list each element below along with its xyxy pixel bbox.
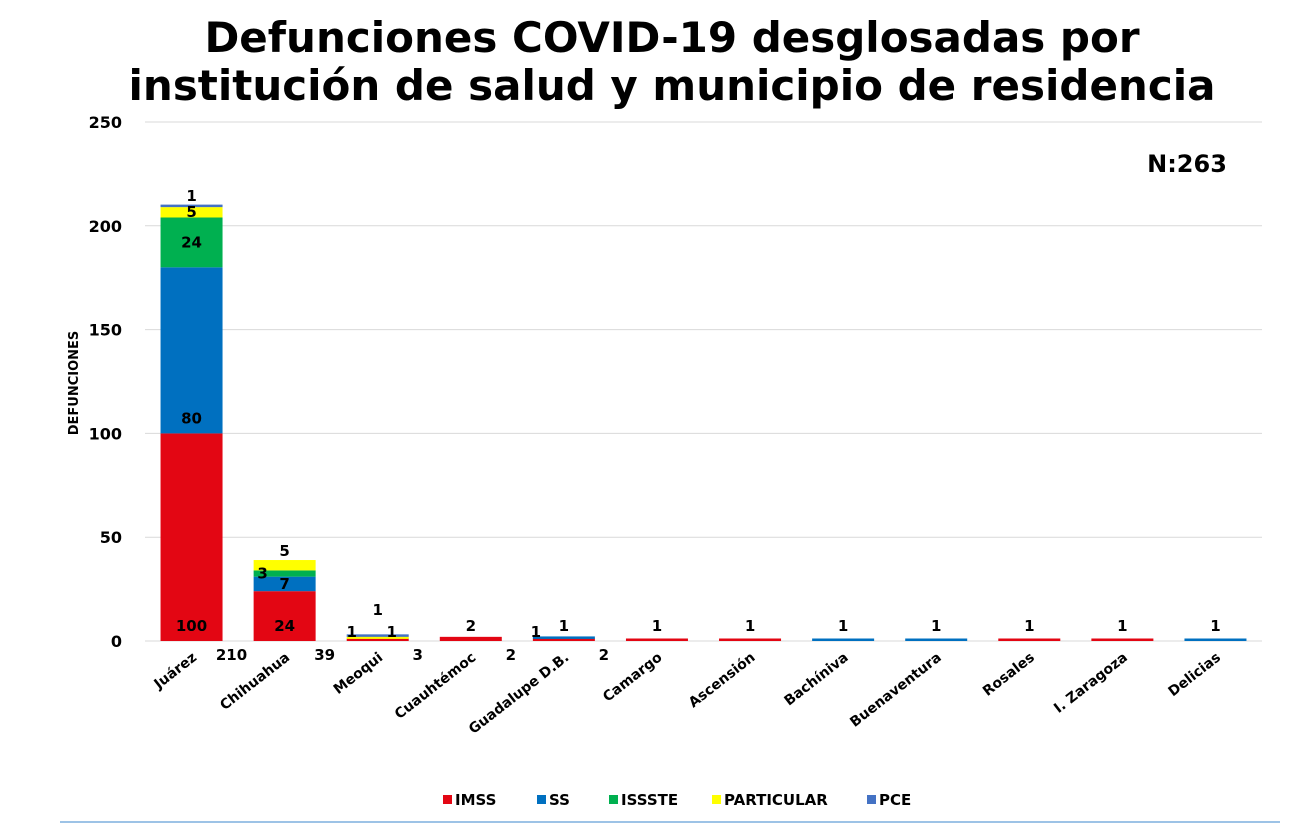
value-label-chihuahua-issste: 3 [257, 565, 267, 583]
bar-guadalupe-d-b-ss [532, 636, 595, 639]
x-tick-label-buenaventura: Buenaventura [847, 650, 944, 731]
bar-chihuahua-ss [253, 576, 316, 592]
legend-label-pce: PCE [879, 791, 911, 809]
value-label-buenaventura-ss: 1 [931, 617, 941, 635]
total-label-juarez: 210 [216, 646, 247, 664]
value-label-chihuahua-ss: 7 [279, 575, 289, 593]
y-tick-label: 250 [89, 113, 122, 132]
bar-chihuahua-imss [253, 591, 316, 641]
value-label-chihuahua-particular: 5 [279, 542, 289, 560]
value-label-camargo-imss: 1 [652, 617, 662, 635]
value-label-juarez-particular: 5 [186, 203, 196, 221]
legend-label-imss: IMSS [455, 791, 496, 809]
legend-label-issste: ISSSTE [621, 791, 678, 809]
bar-camargo-imss [625, 638, 688, 641]
y-tick-label: 200 [89, 217, 122, 236]
legend-swatch-pce [867, 795, 876, 804]
bars [160, 204, 1247, 641]
x-tick-label-camargo: Camargo [600, 649, 666, 705]
x-tick-label-guadalupe-d-b: Guadalupe D.B. [466, 650, 572, 738]
value-label-bachiniva-ss: 1 [838, 617, 848, 635]
legend-label-ss: SS [549, 791, 570, 809]
value-label-guadalupe-d-b-ss: 1 [559, 617, 569, 635]
bar-meoqui-pce [346, 634, 409, 637]
chart-title-line1: Defunciones COVID-19 desglosadas por [204, 13, 1139, 62]
y-axis-ticks: 0 50 100 150 200 250 [89, 113, 122, 651]
value-label-juarez-ss: 80 [181, 409, 202, 427]
total-label-guadalupe-d-b: 2 [599, 646, 609, 664]
value-label-juarez-pce: 1 [186, 187, 196, 205]
value-label-rosales-imss: 1 [1024, 617, 1034, 635]
y-axis-label: DEFUNCIONES [67, 331, 82, 436]
total-label-cuauhtemoc: 2 [506, 646, 516, 664]
bar-guadalupe-d-b-imss [532, 638, 595, 641]
legend: IMSS SS ISSSTE PARTICULAR PCE [443, 791, 911, 809]
y-tick-label: 150 [89, 321, 122, 340]
legend-swatch-imss [443, 795, 452, 804]
bar-juarez-pce [160, 204, 223, 208]
sample-size-annotation: N:263 [1147, 150, 1227, 178]
y-tick-label: 0 [111, 632, 122, 651]
bar-juarez-ss [160, 267, 223, 434]
value-label-delicias-ss: 1 [1210, 617, 1220, 635]
bar-chihuahua-particular [253, 560, 316, 571]
value-label-i-zaragoza-imss: 1 [1117, 617, 1127, 635]
bar-juarez-particular [160, 207, 223, 218]
x-tick-label-cuauhtemoc: Cuauhtémoc [392, 650, 479, 723]
bar-bachiniva-ss [812, 638, 875, 641]
x-tick-label-juarez: Juárez [151, 650, 200, 693]
value-label-meoqui-imss: 1 [346, 623, 356, 641]
x-tick-label-rosales: Rosales [980, 650, 1038, 700]
bar-delicias-ss [1184, 638, 1247, 641]
bar-meoqui-imss [346, 638, 409, 641]
x-axis-ticks: Juárez Chihuahua Meoqui CuauhtémocGuadalupe… [151, 649, 1224, 737]
value-label-juarez-issste: 24 [181, 233, 202, 251]
bar-i-zaragoza-imss [1091, 638, 1154, 641]
value-label-chihuahua-imss: 24 [274, 617, 295, 635]
value-label-guadalupe-d-b-imss: 1 [531, 623, 541, 641]
bar-juarez-imss [160, 433, 223, 641]
x-tick-label-ascension: Ascensión [686, 650, 759, 712]
bar-buenaventura-ss [905, 638, 968, 641]
y-tick-label: 100 [89, 424, 122, 443]
bar-ascension-imss [719, 638, 782, 641]
x-tick-label-delicias: Delicias [1166, 650, 1224, 701]
legend-swatch-issste [609, 795, 618, 804]
bar-cuauhtemoc-imss [439, 636, 502, 641]
x-tick-label-i-zaragoza: I. Zaragoza [1051, 650, 1131, 717]
y-tick-label: 50 [100, 528, 122, 547]
bar-meoqui-particular [346, 636, 409, 639]
x-tick-label-bachiniva: Bachíniva [781, 650, 851, 710]
total-label-meoqui: 3 [412, 646, 422, 664]
legend-label-particular: PARTICULAR [724, 791, 828, 809]
bar-juarez-issste [160, 217, 223, 268]
x-tick-label-meoqui: Meoqui [331, 650, 386, 698]
total-label-chihuahua: 39 [314, 646, 335, 664]
value-label-ascension-imss: 1 [745, 617, 755, 635]
bar-chihuahua-issste [253, 570, 316, 577]
chart-title-line2: institución de salud y municipio de resi… [129, 61, 1216, 110]
legend-swatch-particular [712, 795, 721, 804]
value-label-juarez-imss: 100 [176, 617, 207, 635]
value-label-meoqui-pce: 1 [372, 601, 382, 619]
bar-rosales-imss [998, 638, 1061, 641]
value-label-cuauhtemoc-imss: 2 [466, 617, 476, 635]
legend-swatch-ss [537, 795, 546, 804]
gridlines [145, 121, 1262, 642]
value-label-meoqui-particular: 1 [386, 623, 396, 641]
